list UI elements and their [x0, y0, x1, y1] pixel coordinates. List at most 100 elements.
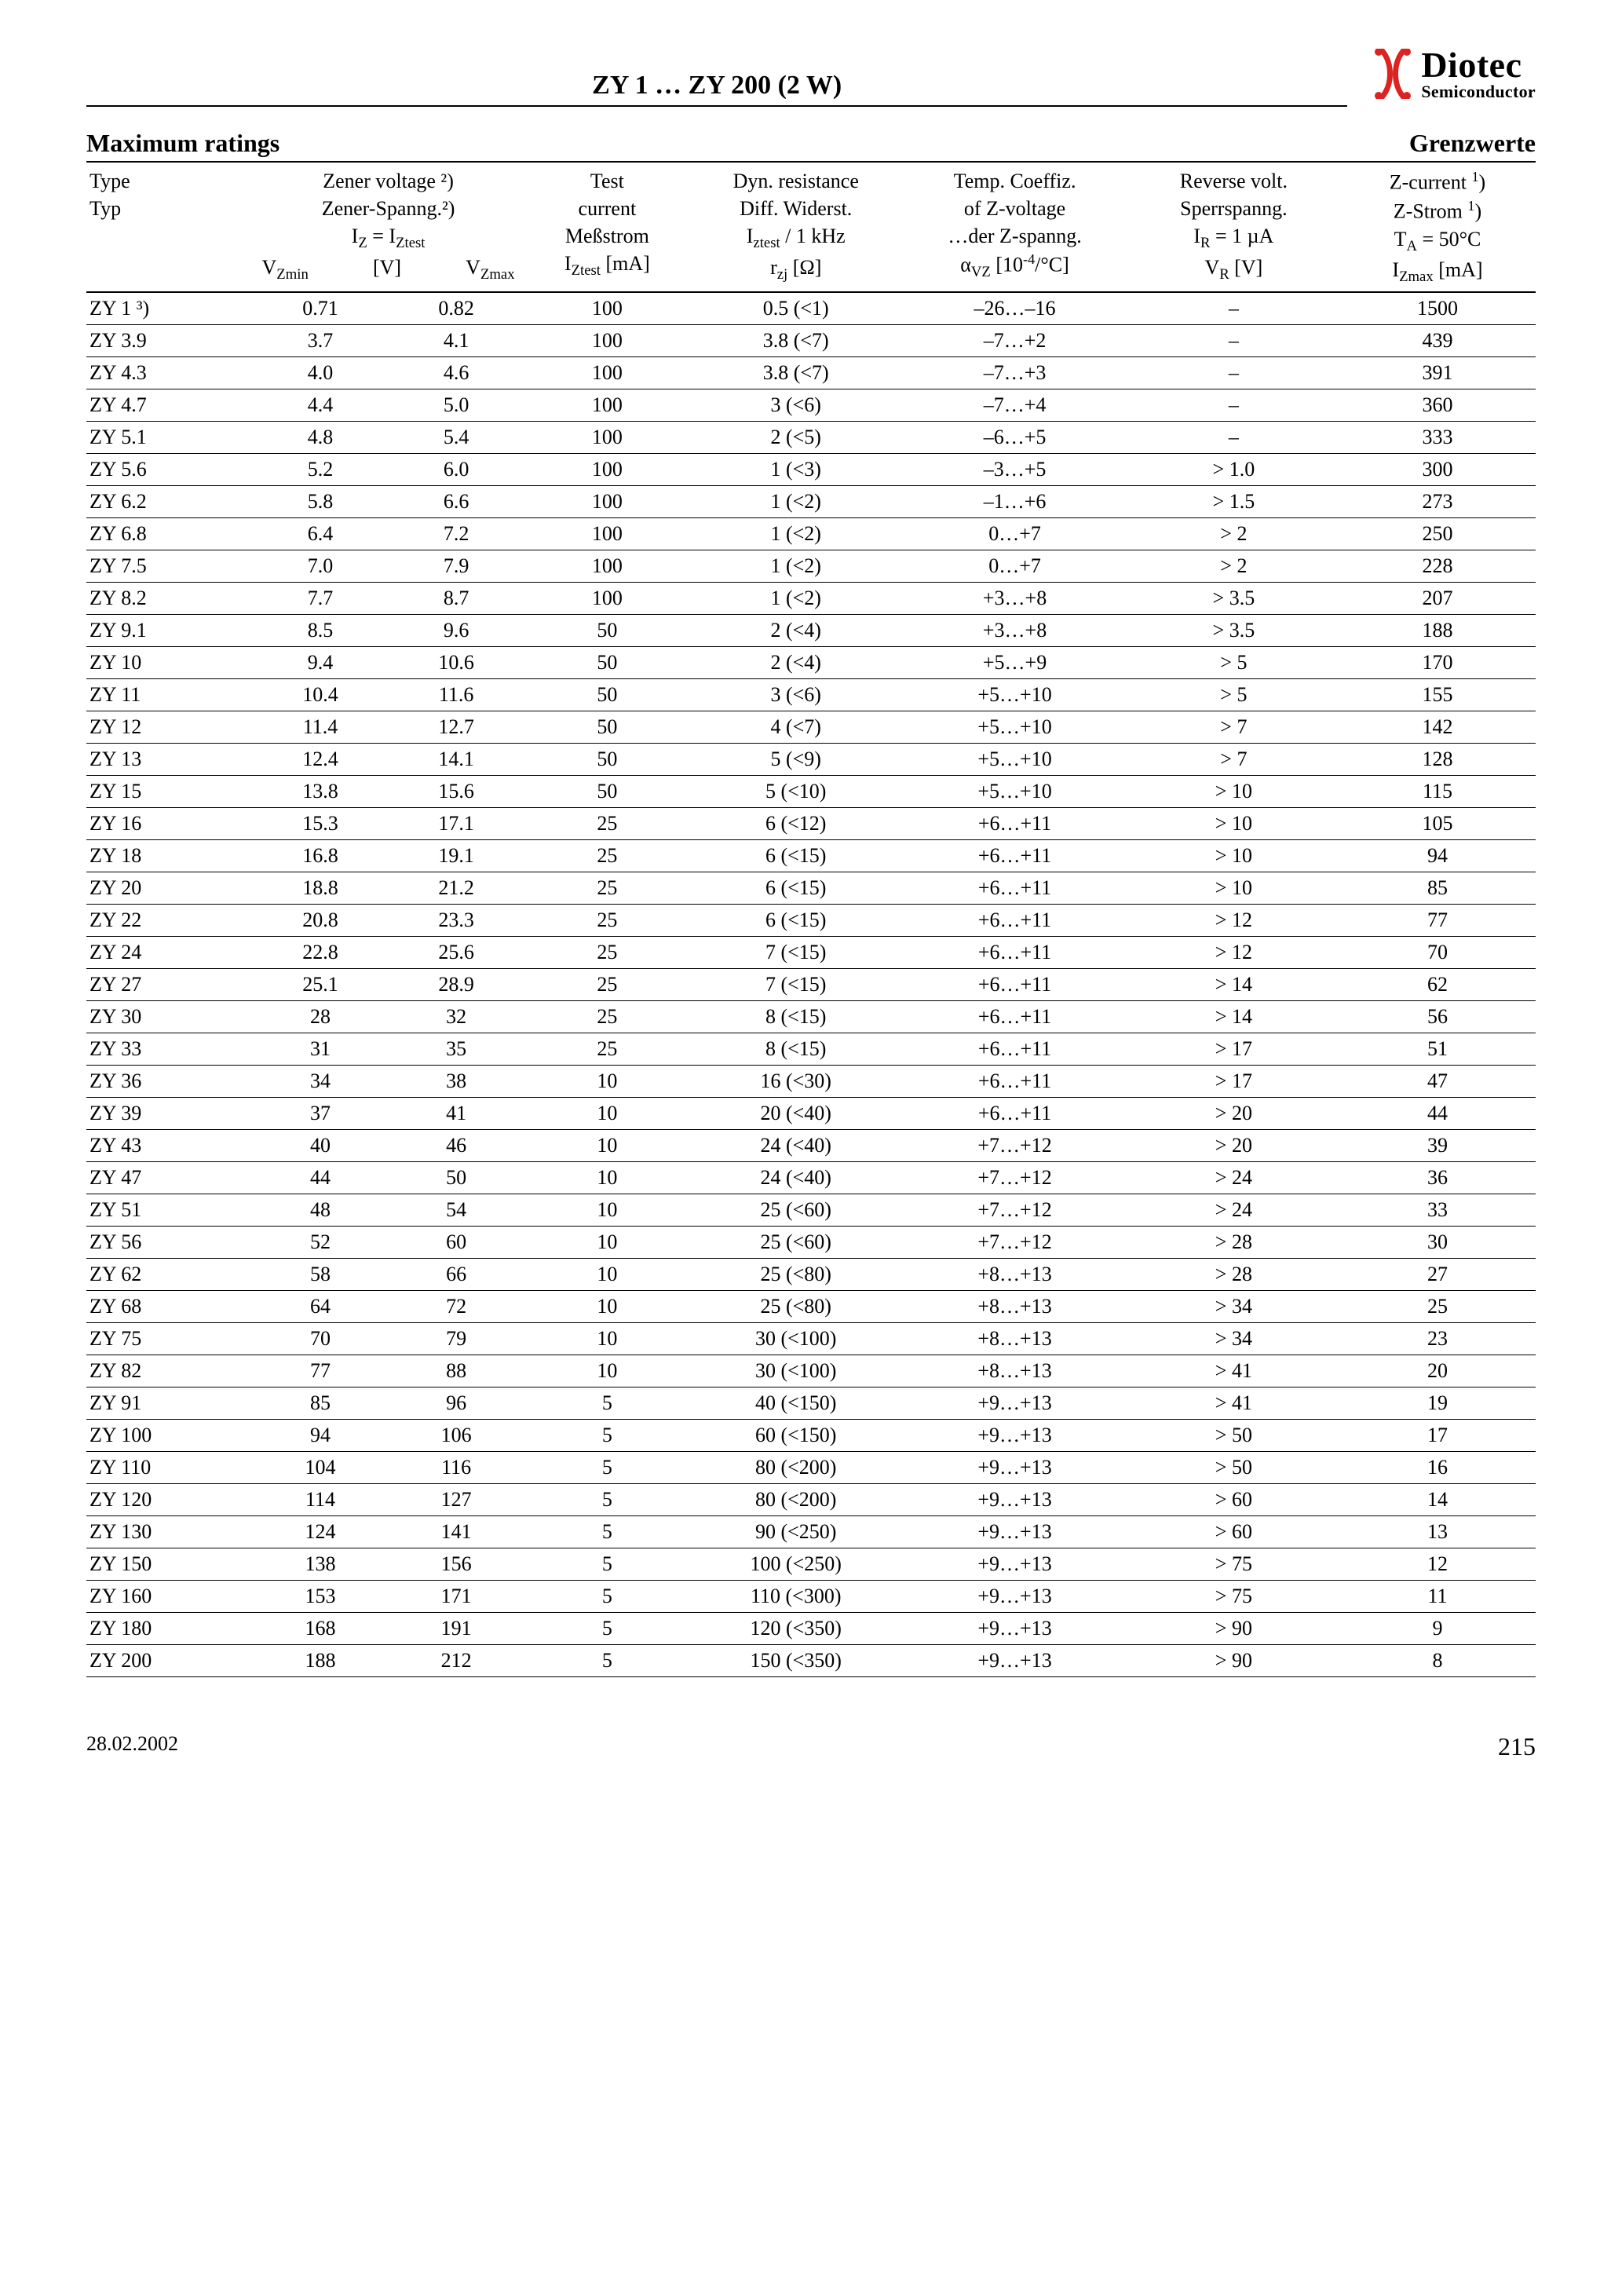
- table-cell: ZY 47: [86, 1162, 253, 1194]
- table-cell: 60: [389, 1227, 524, 1259]
- hdr-type: Type Typ: [86, 163, 253, 292]
- table-cell: 19: [1339, 1387, 1536, 1420]
- table-cell: +5…+10: [901, 711, 1127, 744]
- table-cell: ZY 160: [86, 1581, 253, 1613]
- table-cell: > 1.5: [1128, 486, 1339, 518]
- table-cell: 8 (<15): [690, 1001, 901, 1033]
- table-cell: 10: [524, 1227, 691, 1259]
- table-cell: 25: [524, 840, 691, 872]
- table-cell: ZY 3.9: [86, 325, 253, 357]
- table-cell: 25 (<80): [690, 1259, 901, 1291]
- table-cell: 9.4: [253, 647, 389, 679]
- table-cell: 9: [1339, 1613, 1536, 1645]
- table-cell: 46: [389, 1130, 524, 1162]
- table-row: ZY 10094106560 (<150)+9…+13> 5017: [86, 1420, 1536, 1452]
- table-cell: 150 (<350): [690, 1645, 901, 1677]
- table-cell: 17.1: [389, 808, 524, 840]
- table-cell: 5: [524, 1581, 691, 1613]
- table-cell: 85: [1339, 872, 1536, 905]
- table-cell: ZY 16: [86, 808, 253, 840]
- table-cell: 72: [389, 1291, 524, 1323]
- table-cell: 10: [524, 1162, 691, 1194]
- table-cell: 4.0: [253, 357, 389, 389]
- table-cell: 5 (<10): [690, 776, 901, 808]
- table-cell: 104: [253, 1452, 389, 1484]
- table-cell: 41: [389, 1098, 524, 1130]
- table-cell: 7.7: [253, 583, 389, 615]
- table-row: ZY 110104116580 (<200)+9…+13> 5016: [86, 1452, 1536, 1484]
- table-row: ZY 1 ³)0.710.821000.5 (<1)–26…–16–1500: [86, 292, 1536, 325]
- table-cell: ZY 91: [86, 1387, 253, 1420]
- table-cell: > 10: [1128, 808, 1339, 840]
- table-cell: –3…+5: [901, 454, 1127, 486]
- table-cell: 50: [524, 711, 691, 744]
- table-cell: 70: [1339, 937, 1536, 969]
- table-cell: 5: [524, 1613, 691, 1645]
- table-row: ZY 1211.412.7504 (<7)+5…+10> 7142: [86, 711, 1536, 744]
- table-cell: ZY 56: [86, 1227, 253, 1259]
- table-cell: ZY 39: [86, 1098, 253, 1130]
- table-cell: ZY 13: [86, 744, 253, 776]
- table-cell: 3 (<6): [690, 679, 901, 711]
- table-cell: 11.4: [253, 711, 389, 744]
- table-cell: 48: [253, 1194, 389, 1227]
- table-cell: > 7: [1128, 711, 1339, 744]
- table-cell: > 41: [1128, 1355, 1339, 1387]
- table-row: ZY 4340461024 (<40)+7…+12> 2039: [86, 1130, 1536, 1162]
- table-cell: 5: [524, 1387, 691, 1420]
- table-cell: 16: [1339, 1452, 1536, 1484]
- table-cell: 250: [1339, 518, 1536, 550]
- table-cell: 10: [524, 1259, 691, 1291]
- table-cell: ZY 30: [86, 1001, 253, 1033]
- table-cell: 138: [253, 1548, 389, 1581]
- table-cell: 15.6: [389, 776, 524, 808]
- table-cell: 7.0: [253, 550, 389, 583]
- table-cell: +8…+13: [901, 1355, 1127, 1387]
- table-cell: 0.5 (<1): [690, 292, 901, 325]
- doc-title: ZY 1 … ZY 200 (2 W): [86, 71, 1347, 107]
- table-cell: 22.8: [253, 937, 389, 969]
- table-cell: 13.8: [253, 776, 389, 808]
- table-cell: > 12: [1128, 905, 1339, 937]
- table-cell: 10.6: [389, 647, 524, 679]
- table-cell: –7…+2: [901, 325, 1127, 357]
- table-cell: 10.4: [253, 679, 389, 711]
- table-row: ZY 2018.821.2256 (<15)+6…+11> 1085: [86, 872, 1536, 905]
- table-cell: 77: [253, 1355, 389, 1387]
- table-cell: 10: [524, 1130, 691, 1162]
- table-cell: 25: [524, 1001, 691, 1033]
- table-cell: 4 (<7): [690, 711, 901, 744]
- table-cell: > 10: [1128, 840, 1339, 872]
- table-cell: 100: [524, 292, 691, 325]
- table-cell: +3…+8: [901, 583, 1127, 615]
- table-cell: 90 (<250): [690, 1516, 901, 1548]
- table-cell: 188: [1339, 615, 1536, 647]
- table-cell: 10: [524, 1066, 691, 1098]
- table-cell: ZY 68: [86, 1291, 253, 1323]
- table-cell: –6…+5: [901, 422, 1127, 454]
- table-cell: 100: [524, 550, 691, 583]
- table-cell: 47: [1339, 1066, 1536, 1098]
- table-cell: 21.2: [389, 872, 524, 905]
- table-cell: 5.8: [253, 486, 389, 518]
- table-cell: 50: [524, 679, 691, 711]
- table-cell: –: [1128, 325, 1339, 357]
- table-cell: > 50: [1128, 1420, 1339, 1452]
- table-cell: 25 (<60): [690, 1194, 901, 1227]
- table-cell: 30: [1339, 1227, 1536, 1259]
- table-cell: ZY 51: [86, 1194, 253, 1227]
- table-cell: 1 (<2): [690, 583, 901, 615]
- table-cell: ZY 36: [86, 1066, 253, 1098]
- table-cell: 100: [524, 422, 691, 454]
- table-cell: > 75: [1128, 1581, 1339, 1613]
- table-cell: 2 (<5): [690, 422, 901, 454]
- table-cell: 27: [1339, 1259, 1536, 1291]
- table-cell: 94: [253, 1420, 389, 1452]
- table-cell: > 50: [1128, 1452, 1339, 1484]
- table-cell: +8…+13: [901, 1323, 1127, 1355]
- page-footer: 28.02.2002 215: [86, 1732, 1536, 1761]
- table-cell: 4.8: [253, 422, 389, 454]
- table-cell: 1 (<3): [690, 454, 901, 486]
- table-cell: 6.4: [253, 518, 389, 550]
- table-cell: ZY 100: [86, 1420, 253, 1452]
